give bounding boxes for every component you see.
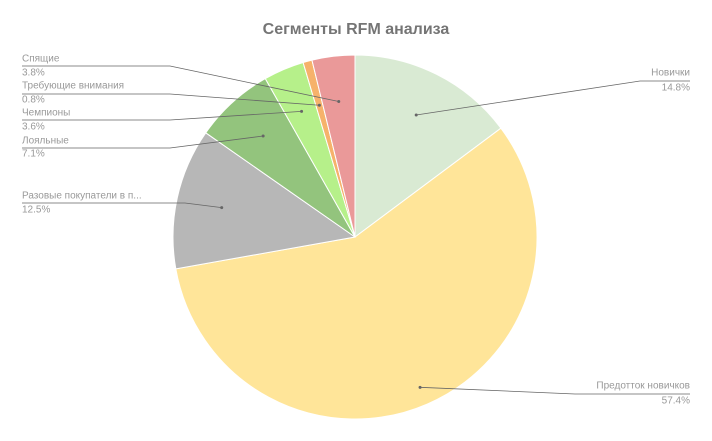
leader-line	[420, 386, 690, 395]
leader-dot	[220, 206, 224, 210]
leader-dot	[414, 113, 418, 117]
leader-dot	[317, 103, 321, 107]
leader-line	[416, 80, 690, 116]
leader-line	[22, 93, 320, 106]
slice-label: Лояльные	[22, 136, 69, 147]
slice-value-label: 3.8%	[22, 68, 45, 79]
leader-line	[22, 110, 302, 121]
pie-slice	[172, 132, 357, 270]
slice-value-label: 57.4%	[662, 396, 690, 407]
leader-line	[22, 202, 222, 209]
slice-value-label: 14.8%	[662, 83, 690, 94]
leader-line	[22, 65, 339, 102]
slice-label: Спящие	[22, 54, 60, 65]
slice-label: Чемпионы	[22, 108, 70, 119]
leader-dot	[300, 109, 304, 113]
pie-slice	[311, 54, 356, 238]
slice-label: Предотток новичков	[596, 381, 690, 392]
slice-label: Разовые покупатели в п...	[22, 191, 142, 202]
pie-slice	[175, 127, 538, 420]
slice-label: Требующие внимания	[22, 80, 124, 92]
slice-value-label: 0.8%	[22, 95, 45, 106]
leader-line	[22, 135, 264, 149]
chart-title: Сегменты RFM анализа	[263, 21, 450, 38]
leader-dot	[337, 99, 341, 103]
slice-value-label: 12.5%	[22, 205, 50, 216]
slice-value-label: 7.1%	[22, 149, 45, 160]
leader-dot	[261, 134, 265, 138]
leader-dot	[418, 385, 422, 389]
pie-slice	[354, 54, 502, 238]
slice-value-label: 3.6%	[22, 122, 45, 133]
slice-label: Новички	[651, 68, 690, 79]
